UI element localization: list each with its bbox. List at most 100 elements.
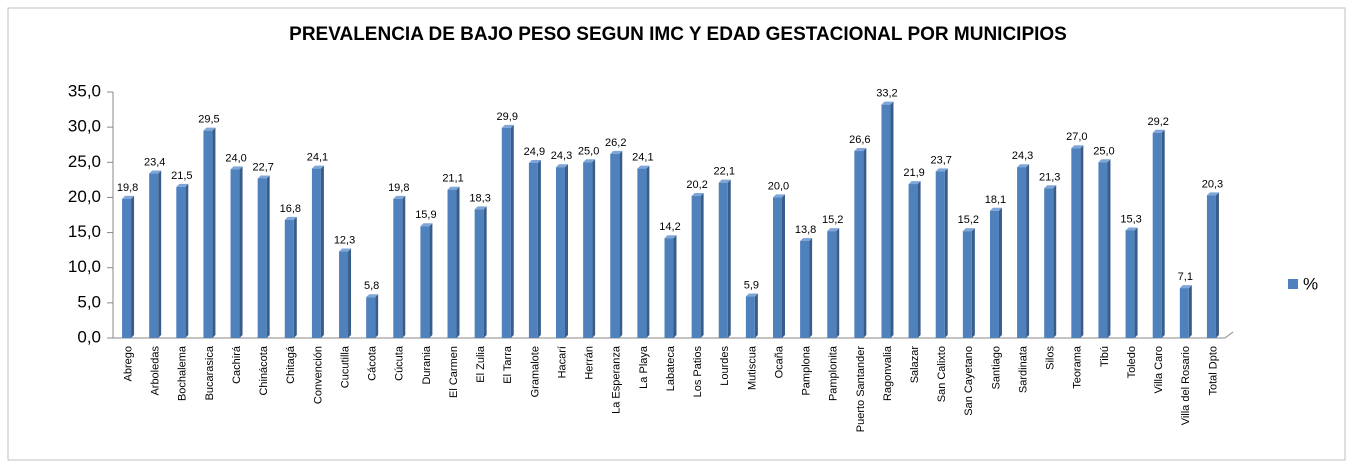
x-tick-label: Abrego [122, 346, 134, 381]
y-tick-label: 25,0 [68, 152, 101, 171]
bar-top [935, 168, 948, 172]
bar [962, 231, 972, 338]
x-tick-label: Santiago [990, 346, 1002, 389]
x-tick-label: Villa Caro [1153, 346, 1165, 394]
bar [339, 251, 349, 338]
bar [230, 169, 240, 338]
x-tick-label: Cúcuta [394, 345, 406, 381]
bar-side [293, 216, 297, 338]
value-label: 16,8 [280, 203, 301, 215]
bar-top [339, 248, 352, 252]
bar [176, 186, 186, 338]
x-tick-label: Cucutilla [339, 345, 351, 388]
value-label: 24,1 [632, 152, 653, 164]
bar-side [917, 181, 921, 338]
bar-top [176, 183, 189, 187]
value-label: 26,6 [849, 134, 870, 146]
bar-top [800, 238, 813, 242]
bar [1206, 195, 1216, 338]
value-label: 20,2 [686, 179, 707, 191]
x-tick-label: Hacarí [556, 346, 568, 378]
value-label: 21,3 [1039, 171, 1060, 183]
bar [393, 198, 403, 338]
legend-label: % [1303, 274, 1318, 293]
bar-side [1107, 159, 1111, 338]
bar-top [637, 165, 650, 169]
bar-top [122, 195, 135, 199]
x-tick-label: Ragonvalia [882, 345, 894, 401]
y-tick-label: 5,0 [77, 292, 101, 311]
bar-side [348, 248, 352, 338]
bar [637, 168, 647, 338]
value-label: 29,5 [198, 114, 219, 126]
value-label: 27,0 [1066, 131, 1087, 143]
bar-top [962, 228, 975, 232]
y-tick-label: 35,0 [68, 81, 101, 100]
bar-top [691, 193, 704, 197]
x-tick-label: Tibú [1099, 346, 1111, 367]
x-tick-label: Pamplona [801, 345, 813, 395]
bar-top [474, 206, 487, 210]
bar-top [393, 195, 406, 199]
x-tick-label: Mutiscua [746, 345, 758, 390]
chart-title: PREVALENCIA DE BAJO PESO SEGUN IMC Y EDA… [289, 24, 1067, 45]
bar-top [149, 170, 162, 174]
value-label: 24,3 [1012, 150, 1033, 162]
bar-top [1125, 227, 1138, 231]
x-tick-label: Herrán [584, 346, 596, 380]
x-tick-label: Bochalema [177, 345, 189, 401]
bar [474, 209, 484, 338]
x-tick-label: Arboledas [150, 346, 162, 396]
value-label: 15,2 [958, 214, 979, 226]
bar-side [700, 193, 704, 338]
value-label: 21,9 [903, 167, 924, 179]
value-label: 13,8 [795, 224, 816, 236]
bar [366, 297, 376, 338]
bar [501, 127, 511, 339]
bar-top [1044, 185, 1057, 189]
bar-side [456, 186, 460, 338]
bar-side [320, 165, 324, 338]
value-label: 24,9 [524, 146, 545, 158]
bar-top [1206, 192, 1219, 196]
bar [1152, 132, 1162, 338]
bar [311, 168, 321, 338]
bar-top [745, 293, 758, 297]
x-tick-label: Sardinata [1017, 345, 1029, 393]
x-tick-label: Salazar [909, 346, 921, 384]
value-label: 7,1 [1178, 271, 1193, 283]
bar [718, 182, 728, 338]
y-tick-label: 10,0 [68, 257, 101, 276]
bar-side [429, 223, 433, 338]
bar [1017, 167, 1027, 338]
x-tick-label: Chitagá [285, 345, 297, 384]
bar-top [257, 175, 270, 179]
value-label: 5,8 [364, 280, 379, 292]
bar [691, 196, 701, 338]
x-tick-label: Cácota [367, 345, 379, 381]
bar-top [881, 101, 894, 105]
bar [610, 153, 620, 338]
bar [284, 219, 294, 338]
value-label: 23,7 [931, 154, 952, 166]
bar-top [203, 127, 216, 131]
bar-top [772, 194, 785, 198]
value-label: 24,3 [551, 150, 572, 162]
value-label: 25,0 [578, 145, 599, 157]
value-label: 14,2 [659, 221, 680, 233]
value-label: 23,4 [144, 157, 165, 169]
bar [1071, 148, 1081, 338]
bar-side [1026, 164, 1030, 338]
bar [935, 171, 945, 338]
bar [149, 173, 159, 338]
bar-side [646, 165, 650, 338]
bar-top [989, 207, 1002, 211]
bar [203, 130, 213, 338]
value-label: 24,1 [307, 152, 328, 164]
bar [664, 238, 674, 338]
x-tick-label: Total Dpto [1207, 346, 1219, 396]
x-tick-label: San Cayetano [963, 346, 975, 416]
legend-swatch [1288, 279, 1298, 289]
bar-top [556, 164, 569, 168]
bar [583, 162, 593, 338]
